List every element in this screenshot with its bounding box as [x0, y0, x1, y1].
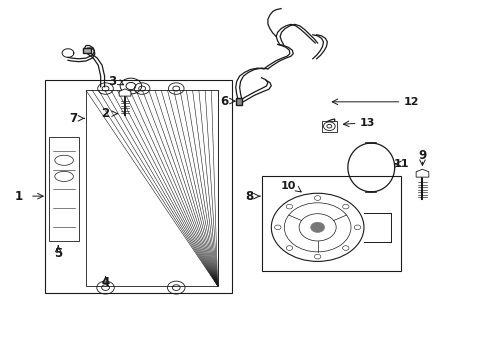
Text: 12: 12 — [403, 97, 418, 107]
Text: 4: 4 — [101, 276, 109, 289]
Bar — [82, 48, 91, 53]
Text: 1: 1 — [15, 190, 23, 203]
Polygon shape — [119, 89, 131, 96]
Text: 10: 10 — [280, 181, 295, 191]
Text: 6: 6 — [220, 95, 228, 108]
Bar — [86, 90, 217, 286]
Text: 2: 2 — [102, 107, 109, 120]
Bar — [261, 176, 400, 271]
Polygon shape — [415, 169, 428, 177]
Bar — [236, 98, 242, 105]
Bar — [321, 121, 336, 132]
Bar — [49, 137, 79, 241]
Text: 11: 11 — [393, 159, 408, 169]
Text: 5: 5 — [54, 247, 62, 260]
Circle shape — [310, 222, 324, 233]
Bar — [44, 80, 232, 293]
Text: 7: 7 — [69, 112, 77, 125]
Text: 9: 9 — [418, 149, 426, 162]
Text: 3: 3 — [107, 75, 116, 88]
Text: 8: 8 — [245, 190, 253, 203]
Text: 13: 13 — [359, 118, 374, 128]
